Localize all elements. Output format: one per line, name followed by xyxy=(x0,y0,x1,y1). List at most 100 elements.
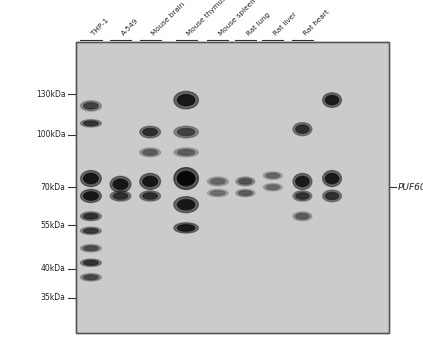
Ellipse shape xyxy=(81,227,101,234)
Ellipse shape xyxy=(208,189,228,197)
Ellipse shape xyxy=(211,191,225,195)
Ellipse shape xyxy=(84,275,98,280)
Bar xyxy=(76,42,389,332)
Ellipse shape xyxy=(84,228,98,233)
Ellipse shape xyxy=(211,179,225,184)
Ellipse shape xyxy=(178,150,195,155)
Ellipse shape xyxy=(81,274,101,281)
Ellipse shape xyxy=(178,128,195,136)
Ellipse shape xyxy=(174,91,198,109)
Ellipse shape xyxy=(325,95,339,105)
Ellipse shape xyxy=(325,96,339,104)
Ellipse shape xyxy=(325,173,339,184)
Ellipse shape xyxy=(116,181,125,188)
Ellipse shape xyxy=(84,192,98,200)
Ellipse shape xyxy=(110,176,131,193)
Ellipse shape xyxy=(113,193,128,200)
Ellipse shape xyxy=(140,191,160,201)
Text: 35kDa: 35kDa xyxy=(41,293,66,302)
Ellipse shape xyxy=(178,128,195,135)
Ellipse shape xyxy=(239,190,252,196)
Ellipse shape xyxy=(214,180,222,183)
Ellipse shape xyxy=(296,125,309,133)
Ellipse shape xyxy=(143,149,157,155)
Ellipse shape xyxy=(239,191,252,195)
Ellipse shape xyxy=(146,150,154,154)
Ellipse shape xyxy=(84,102,98,110)
Ellipse shape xyxy=(174,148,198,157)
Ellipse shape xyxy=(143,128,157,135)
Ellipse shape xyxy=(178,94,195,106)
Ellipse shape xyxy=(211,178,225,184)
Text: 55kDa: 55kDa xyxy=(41,220,66,230)
Text: A-549: A-549 xyxy=(121,18,140,37)
Ellipse shape xyxy=(178,172,195,185)
Ellipse shape xyxy=(269,174,277,177)
Ellipse shape xyxy=(174,197,198,213)
Ellipse shape xyxy=(296,125,309,134)
Text: Mouse spleen: Mouse spleen xyxy=(218,0,257,37)
Ellipse shape xyxy=(84,103,98,109)
Text: 130kDa: 130kDa xyxy=(36,90,66,99)
Ellipse shape xyxy=(296,176,309,187)
Ellipse shape xyxy=(113,180,128,189)
Ellipse shape xyxy=(328,97,336,103)
Ellipse shape xyxy=(293,174,312,189)
Text: 70kDa: 70kDa xyxy=(41,183,66,192)
Ellipse shape xyxy=(143,128,157,136)
Ellipse shape xyxy=(84,191,98,201)
Ellipse shape xyxy=(299,178,306,185)
Ellipse shape xyxy=(84,121,98,126)
Ellipse shape xyxy=(87,175,95,182)
Ellipse shape xyxy=(146,130,154,134)
Ellipse shape xyxy=(81,212,101,220)
Ellipse shape xyxy=(84,214,98,219)
Text: PUF60: PUF60 xyxy=(398,183,423,192)
Ellipse shape xyxy=(181,97,191,104)
Ellipse shape xyxy=(266,174,280,178)
Ellipse shape xyxy=(140,174,160,189)
Ellipse shape xyxy=(325,193,339,200)
Ellipse shape xyxy=(87,193,95,198)
Ellipse shape xyxy=(87,276,95,279)
Ellipse shape xyxy=(236,189,255,197)
Ellipse shape xyxy=(299,215,306,218)
Ellipse shape xyxy=(325,192,339,200)
Ellipse shape xyxy=(81,120,101,127)
Ellipse shape xyxy=(266,185,280,189)
Ellipse shape xyxy=(113,193,128,199)
Ellipse shape xyxy=(296,177,309,186)
Ellipse shape xyxy=(84,173,98,184)
Ellipse shape xyxy=(299,194,306,198)
Ellipse shape xyxy=(266,185,280,190)
Ellipse shape xyxy=(110,191,131,201)
Ellipse shape xyxy=(113,179,128,190)
Ellipse shape xyxy=(211,190,225,196)
Ellipse shape xyxy=(269,186,277,189)
Ellipse shape xyxy=(178,171,195,186)
Ellipse shape xyxy=(81,101,101,111)
Ellipse shape xyxy=(296,213,309,219)
Ellipse shape xyxy=(242,191,249,195)
Ellipse shape xyxy=(296,193,309,200)
Ellipse shape xyxy=(84,246,98,251)
Ellipse shape xyxy=(299,127,306,132)
Text: Mouse brain: Mouse brain xyxy=(150,1,186,37)
Ellipse shape xyxy=(293,122,312,136)
Ellipse shape xyxy=(143,177,157,186)
Text: Mouse thymus: Mouse thymus xyxy=(186,0,228,37)
Ellipse shape xyxy=(81,259,101,266)
Text: Rat heart: Rat heart xyxy=(302,9,330,37)
Ellipse shape xyxy=(174,223,198,233)
Bar xyxy=(76,42,389,332)
Ellipse shape xyxy=(296,214,309,219)
Ellipse shape xyxy=(214,191,222,195)
Ellipse shape xyxy=(323,93,341,107)
Ellipse shape xyxy=(84,213,98,219)
Ellipse shape xyxy=(84,275,98,280)
Ellipse shape xyxy=(174,126,198,138)
Text: Rat lung: Rat lung xyxy=(245,11,271,37)
Ellipse shape xyxy=(84,260,98,265)
Ellipse shape xyxy=(87,122,95,125)
Ellipse shape xyxy=(87,229,95,232)
